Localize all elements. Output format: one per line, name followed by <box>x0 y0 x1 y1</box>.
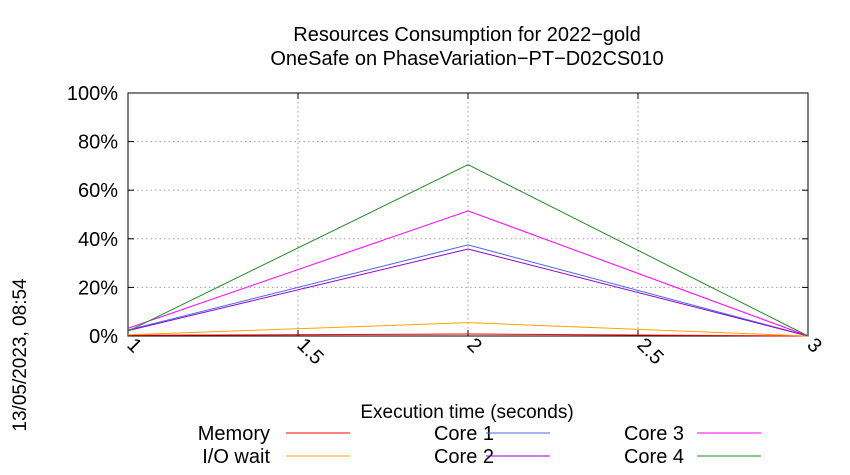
y-axis: 0% 20% 40% 60% 80% 100% <box>67 83 808 348</box>
x-tick-label: 3 <box>802 334 825 357</box>
series-line-i-o-wait <box>127 322 809 337</box>
y-tick-label: 40% <box>78 229 118 251</box>
series-line-core-1 <box>127 244 809 337</box>
chart-title: Resources Consumption for 2022−gold <box>293 24 640 46</box>
series-line-core-3 <box>127 210 809 337</box>
legend-label-core-1: Core 1 <box>434 423 494 445</box>
y-tick-label: 80% <box>78 132 118 154</box>
y-tick-label: 0% <box>89 326 118 348</box>
x-tick-label: 1.5 <box>292 334 327 369</box>
legend-label-i-o-wait: I/O wait <box>202 446 270 468</box>
x-axis: 1 1.5 2 2.5 3 <box>122 93 826 369</box>
x-tick-label: 2 <box>462 334 485 357</box>
series-line-memory <box>127 333 809 337</box>
timestamp-label: 13/05/2023, 08:54 <box>10 278 31 432</box>
legend-label-memory: Memory <box>198 423 270 445</box>
legend-label-core-4: Core 4 <box>624 446 684 468</box>
series-lines <box>127 164 809 337</box>
legend-label-core-3: Core 3 <box>624 423 684 445</box>
series-line-core-2 <box>127 248 809 337</box>
grid <box>128 93 808 336</box>
x-tick-label: 1 <box>122 334 145 357</box>
y-tick-label: 20% <box>78 277 118 299</box>
y-tick-label: 60% <box>78 180 118 202</box>
series-line-core-4 <box>127 164 809 337</box>
y-tick-label: 100% <box>67 83 118 105</box>
legend-label-core-2: Core 2 <box>434 446 494 468</box>
x-tick-label: 2.5 <box>632 334 667 369</box>
chart-subtitle: OneSafe on PhaseVariation−PT−D02CS010 <box>270 48 663 70</box>
x-axis-label: Execution time (seconds) <box>360 402 573 423</box>
